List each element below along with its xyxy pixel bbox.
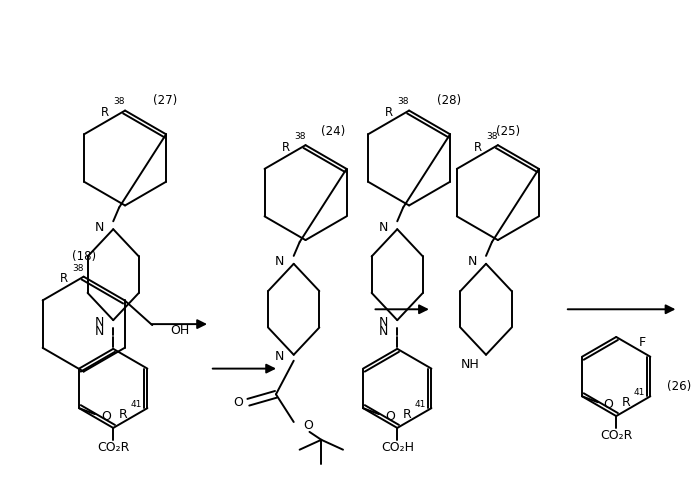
Text: F: F [639,336,646,350]
Text: N: N [94,324,104,338]
Text: (18): (18) [71,250,96,263]
Text: O: O [234,396,244,409]
Text: OH: OH [170,323,189,337]
Text: N: N [468,255,477,268]
Text: N: N [94,316,104,329]
Text: R: R [281,141,290,154]
Text: O: O [603,398,614,411]
Text: R: R [385,106,393,119]
Text: (28): (28) [437,94,461,107]
Text: CO₂H: CO₂H [381,441,414,454]
Text: 38: 38 [113,97,125,106]
Text: 41: 41 [634,388,645,397]
Text: 38: 38 [72,264,83,273]
Text: N: N [94,221,104,234]
Text: 38: 38 [486,132,498,141]
Text: R: R [474,141,482,154]
Text: N: N [275,350,285,363]
Text: O: O [101,410,111,423]
Text: O: O [304,420,314,432]
Text: N: N [379,324,388,338]
Text: CO₂R: CO₂R [97,441,130,454]
Text: N: N [379,316,388,329]
Text: NH: NH [461,358,480,371]
Text: R: R [102,106,109,119]
Text: 41: 41 [130,400,141,409]
Text: O: O [385,410,395,423]
Text: (26): (26) [668,380,692,393]
Text: 38: 38 [398,97,409,106]
Text: (24): (24) [321,125,346,138]
Text: R: R [60,272,68,285]
Text: R: R [402,408,412,421]
Text: N: N [379,221,388,234]
Text: R: R [118,408,127,421]
Text: 41: 41 [414,400,426,409]
Text: 38: 38 [294,132,305,141]
Text: (25): (25) [496,125,520,138]
Text: CO₂R: CO₂R [600,429,632,442]
Text: N: N [275,255,285,268]
Text: R: R [622,396,630,409]
Text: (27): (27) [153,94,177,107]
